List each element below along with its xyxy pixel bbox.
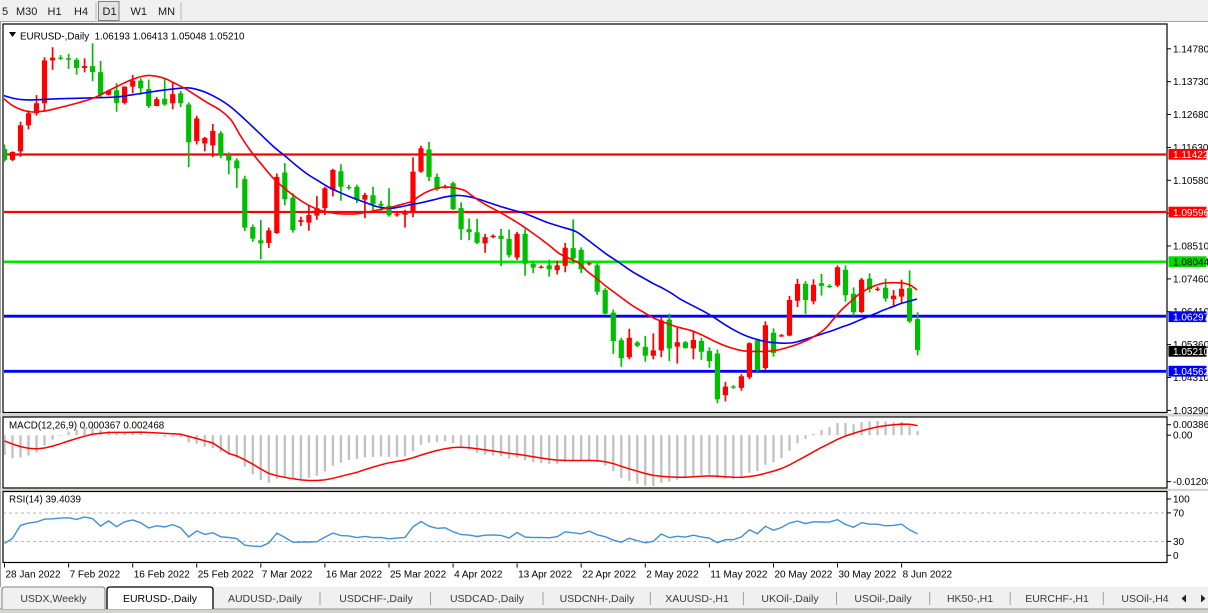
svg-text:1.04310: 1.04310 xyxy=(1173,373,1208,384)
svg-text:30: 30 xyxy=(1173,537,1185,548)
svg-text:HK50-,H1: HK50-,H1 xyxy=(947,593,993,605)
svg-text:20 May 2022: 20 May 2022 xyxy=(775,570,833,581)
svg-text:W1: W1 xyxy=(131,6,148,18)
svg-text:2 May 2022: 2 May 2022 xyxy=(646,570,699,581)
svg-text:30 May 2022: 30 May 2022 xyxy=(839,570,897,581)
svg-text:USOil-,Daily: USOil-,Daily xyxy=(854,593,912,605)
svg-text:EURUSD-,Daily: EURUSD-,Daily xyxy=(123,593,198,605)
svg-text:16 Feb 2022: 16 Feb 2022 xyxy=(134,570,191,581)
svg-text:H4: H4 xyxy=(74,6,88,18)
svg-text:1.04562: 1.04562 xyxy=(1173,367,1208,378)
svg-text:USDX,Weekly: USDX,Weekly xyxy=(20,593,87,605)
svg-text:1.11422: 1.11422 xyxy=(1173,150,1208,161)
svg-text:EURCHF-,H1: EURCHF-,H1 xyxy=(1025,593,1089,605)
svg-text:H1: H1 xyxy=(48,6,62,18)
svg-text:1.10580: 1.10580 xyxy=(1173,176,1208,187)
svg-text:13 Apr 2022: 13 Apr 2022 xyxy=(518,570,572,581)
svg-text:11 May 2022: 11 May 2022 xyxy=(710,570,768,581)
svg-text:EURUSD-,Daily 1.06193 1.06413: EURUSD-,Daily 1.06193 1.06413 1.05048 1.… xyxy=(20,32,245,43)
svg-text:0: 0 xyxy=(1173,551,1179,562)
svg-text:70: 70 xyxy=(1173,508,1185,519)
svg-text:100: 100 xyxy=(1173,495,1190,506)
svg-text:MN: MN xyxy=(158,6,175,18)
svg-text:7 Mar 2022: 7 Mar 2022 xyxy=(262,570,313,581)
svg-text:25 Feb 2022: 25 Feb 2022 xyxy=(198,570,255,581)
svg-text:1.11630: 1.11630 xyxy=(1173,143,1208,154)
svg-text:0.00: 0.00 xyxy=(1173,431,1193,442)
svg-text:1.09596: 1.09596 xyxy=(1173,208,1208,219)
svg-text:USDCNH-,Daily: USDCNH-,Daily xyxy=(560,593,635,605)
svg-text:-0.01208: -0.01208 xyxy=(1173,477,1208,488)
svg-text:0.003865: 0.003865 xyxy=(1173,420,1208,431)
svg-text:1.07460: 1.07460 xyxy=(1173,274,1208,285)
svg-text:4 Apr 2022: 4 Apr 2022 xyxy=(454,570,503,581)
svg-text:1.05210: 1.05210 xyxy=(1173,347,1208,358)
svg-text:USDCHF-,Daily: USDCHF-,Daily xyxy=(339,593,413,605)
svg-text:1.06297: 1.06297 xyxy=(1173,312,1208,323)
svg-text:8 Jun 2022: 8 Jun 2022 xyxy=(903,570,953,581)
svg-text:XAUUSD-,H1: XAUUSD-,H1 xyxy=(665,593,729,605)
svg-text:USOil-,H4: USOil-,H4 xyxy=(1121,593,1168,605)
svg-text:28 Jan 2022: 28 Jan 2022 xyxy=(6,570,61,581)
svg-text:1.05360: 1.05360 xyxy=(1173,340,1208,351)
svg-text:1.12680: 1.12680 xyxy=(1173,110,1208,121)
svg-text:USDCAD-,Daily: USDCAD-,Daily xyxy=(450,593,525,605)
svg-text:MACD(12,26,9) 0.000367 0.00246: MACD(12,26,9) 0.000367 0.002468 xyxy=(9,421,165,432)
svg-text:RSI(14) 39.4039: RSI(14) 39.4039 xyxy=(9,495,81,506)
svg-text:UKOil-,Daily: UKOil-,Daily xyxy=(761,593,819,605)
svg-text:M30: M30 xyxy=(16,6,37,18)
svg-text:5: 5 xyxy=(2,6,8,18)
svg-text:1.13730: 1.13730 xyxy=(1173,77,1208,88)
svg-text:25 Mar 2022: 25 Mar 2022 xyxy=(390,570,447,581)
svg-text:1.08044: 1.08044 xyxy=(1173,257,1208,268)
svg-text:1.08510: 1.08510 xyxy=(1173,242,1208,253)
svg-text:D1: D1 xyxy=(103,6,117,18)
svg-text:1.03290: 1.03290 xyxy=(1173,406,1208,417)
svg-text:1.14780: 1.14780 xyxy=(1173,44,1208,55)
svg-text:AUDUSD-,Daily: AUDUSD-,Daily xyxy=(228,593,303,605)
svg-text:22 Apr 2022: 22 Apr 2022 xyxy=(582,570,636,581)
svg-text:16 Mar 2022: 16 Mar 2022 xyxy=(326,570,383,581)
svg-text:7 Feb 2022: 7 Feb 2022 xyxy=(70,570,121,581)
